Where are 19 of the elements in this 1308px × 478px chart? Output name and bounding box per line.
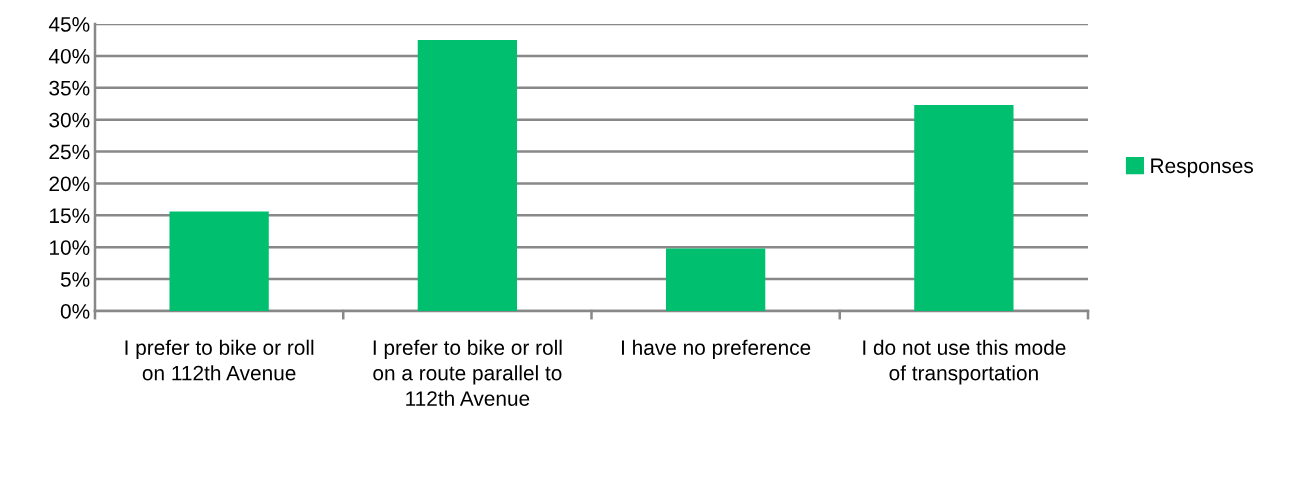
- bar: [665, 248, 766, 311]
- bar: [914, 105, 1014, 311]
- y-tick-label: 25%: [49, 144, 90, 160]
- x-tick-label: I do not use this mode of transportation: [863, 339, 1066, 385]
- y-tick-label: 45%: [48, 17, 90, 32]
- y-tick-label: 15%: [50, 208, 90, 224]
- y-tick-label: 10%: [50, 240, 90, 255]
- y-tick-label: 0%: [60, 304, 90, 319]
- x-tick-label: I prefer to bike or roll on 112th Avenue: [125, 339, 314, 381]
- y-tick-label: 35%: [49, 80, 90, 96]
- bar: [169, 211, 269, 311]
- y-tick-label: 5%: [60, 272, 90, 287]
- y-tick-label: 40%: [48, 48, 90, 64]
- x-tick-label: I have no preference: [622, 339, 811, 360]
- bar: [417, 39, 518, 311]
- y-tick-label: 20%: [49, 176, 90, 192]
- legend-label: Responses: [1151, 158, 1253, 178]
- x-tick-label: I prefer to bike or roll on a route parallel to 112th Avenue: [373, 339, 562, 406]
- y-tick-label: 30%: [49, 112, 90, 128]
